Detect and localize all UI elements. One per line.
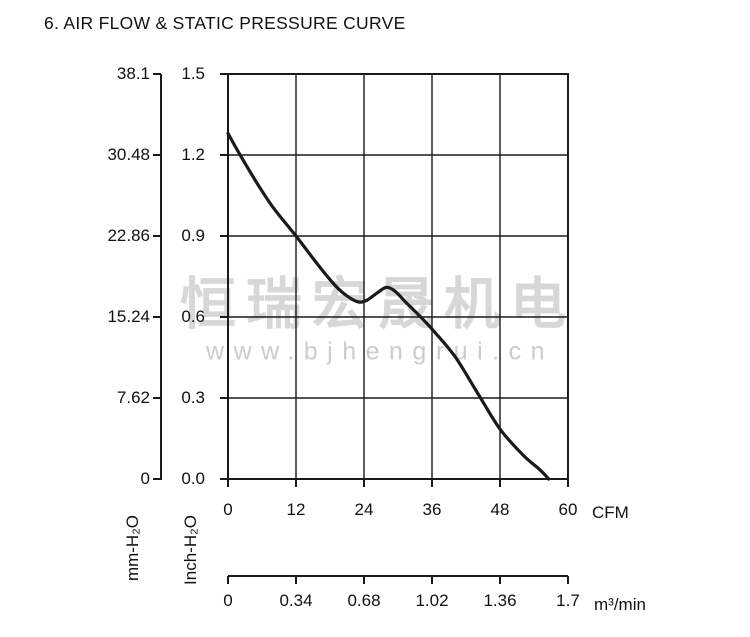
x-axis-cfm-unit-label: CFM: [592, 503, 629, 522]
cfm-tick-label: 48: [490, 500, 510, 519]
m3min-tick-label: 0: [223, 591, 233, 610]
m3min-tick-label: 0.34: [279, 591, 313, 610]
x-axis-m3min-unit-label: m³/min: [594, 595, 646, 614]
pressure-curve: [226, 131, 551, 481]
y-axis-inch-unit-label: Inch-H₂O: [181, 515, 200, 585]
mm-tick-label: 38.1: [116, 64, 150, 83]
inch-tick-label: 0.6: [181, 307, 205, 326]
inch-tick-label: 0.9: [181, 226, 205, 245]
watermark-cjk-text: 恒瑞宏晟机电: [180, 272, 576, 336]
y-axis-mm-unit-label: mm-H₂O: [123, 514, 142, 582]
m3min-tick-label: 1.36: [483, 591, 517, 610]
inch-tick-label: 1.2: [181, 145, 205, 164]
cfm-tick-label: 60: [558, 500, 578, 519]
m3min-tick-label: 0.68: [347, 591, 381, 610]
m3min-tick-label: 1.7: [556, 591, 580, 610]
cfm-tick-label: 12: [286, 500, 306, 519]
chart-title: 6. AIR FLOW & STATIC PRESSURE CURVE: [44, 13, 406, 33]
cfm-tick-label: 36: [422, 500, 442, 519]
mm-tick-label: 22.86: [107, 226, 150, 245]
mm-tick-label: 30.48: [107, 145, 150, 164]
cfm-tick-label: 0: [223, 500, 233, 519]
inch-tick-label: 0.3: [181, 388, 205, 407]
cfm-tick-label: 24: [354, 500, 374, 519]
plot-border: [227, 73, 569, 480]
mm-tick-label: 0: [140, 469, 150, 488]
watermark-url-text: www.bjhengrui.cn: [206, 337, 554, 366]
mm-tick-label: 15.24: [107, 307, 150, 326]
mm-tick-label: 7.62: [116, 388, 150, 407]
m3min-tick-label: 1.02: [415, 591, 449, 610]
inch-tick-label: 1.5: [181, 64, 205, 83]
inch-tick-label: 0.0: [181, 469, 205, 488]
